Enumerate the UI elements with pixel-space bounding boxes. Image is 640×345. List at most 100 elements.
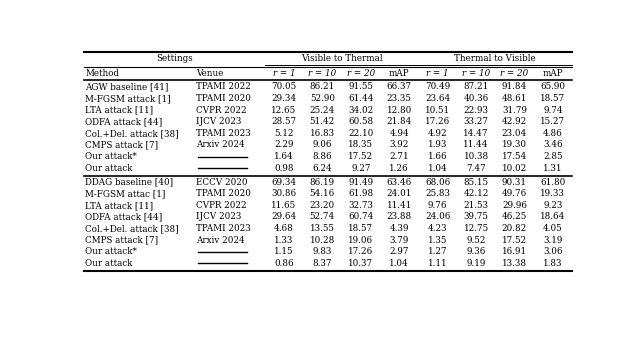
Text: 8.37: 8.37 bbox=[312, 259, 332, 268]
Text: 1.31: 1.31 bbox=[543, 164, 563, 172]
Text: 9.23: 9.23 bbox=[543, 201, 563, 210]
Text: 1.83: 1.83 bbox=[543, 259, 563, 268]
Text: 1.33: 1.33 bbox=[275, 236, 294, 245]
Text: mAP: mAP bbox=[543, 69, 563, 78]
Text: 1.04: 1.04 bbox=[428, 164, 447, 172]
Text: 25.83: 25.83 bbox=[425, 189, 450, 198]
Text: 52.74: 52.74 bbox=[310, 213, 335, 221]
Text: 9.83: 9.83 bbox=[313, 247, 332, 256]
Text: 91.84: 91.84 bbox=[502, 82, 527, 91]
Text: 18.57: 18.57 bbox=[540, 94, 565, 103]
Text: 30.86: 30.86 bbox=[271, 189, 296, 198]
Text: 42.92: 42.92 bbox=[502, 117, 527, 126]
Text: r = 1: r = 1 bbox=[426, 69, 449, 78]
Text: 28.57: 28.57 bbox=[271, 117, 296, 126]
Text: 31.79: 31.79 bbox=[502, 106, 527, 115]
Text: LTA attack [11]: LTA attack [11] bbox=[86, 106, 154, 115]
Text: 13.55: 13.55 bbox=[310, 224, 335, 233]
Text: 10.28: 10.28 bbox=[310, 236, 335, 245]
Text: ODFA attack [44]: ODFA attack [44] bbox=[86, 213, 163, 221]
Text: 8.86: 8.86 bbox=[312, 152, 332, 161]
Text: 17.54: 17.54 bbox=[502, 152, 527, 161]
Text: 19.33: 19.33 bbox=[540, 189, 565, 198]
Text: M-FGSM attack [1]: M-FGSM attack [1] bbox=[86, 94, 171, 103]
Text: r = 20: r = 20 bbox=[347, 69, 375, 78]
Text: 1.11: 1.11 bbox=[428, 259, 447, 268]
Text: 70.05: 70.05 bbox=[271, 82, 296, 91]
Text: 60.58: 60.58 bbox=[348, 117, 373, 126]
Text: 17.26: 17.26 bbox=[348, 247, 373, 256]
Text: 16.91: 16.91 bbox=[502, 247, 527, 256]
Text: 12.65: 12.65 bbox=[271, 106, 296, 115]
Text: TPAMI 2022: TPAMI 2022 bbox=[196, 82, 250, 91]
Text: 17.52: 17.52 bbox=[502, 236, 527, 245]
Text: 7.47: 7.47 bbox=[466, 164, 486, 172]
Text: 2.29: 2.29 bbox=[274, 140, 294, 149]
Text: 18.57: 18.57 bbox=[348, 224, 373, 233]
Text: 4.05: 4.05 bbox=[543, 224, 563, 233]
Text: IJCV 2023: IJCV 2023 bbox=[196, 117, 241, 126]
Text: 90.31: 90.31 bbox=[502, 178, 527, 187]
Text: 9.52: 9.52 bbox=[467, 236, 486, 245]
Text: 33.27: 33.27 bbox=[463, 117, 488, 126]
Text: 2.97: 2.97 bbox=[389, 247, 409, 256]
Text: 1.35: 1.35 bbox=[428, 236, 447, 245]
Text: 66.37: 66.37 bbox=[387, 82, 412, 91]
Text: Thermal to Visible: Thermal to Visible bbox=[454, 55, 536, 63]
Text: 61.44: 61.44 bbox=[348, 94, 374, 103]
Text: IJCV 2023: IJCV 2023 bbox=[196, 213, 241, 221]
Text: 4.39: 4.39 bbox=[389, 224, 409, 233]
Text: 12.75: 12.75 bbox=[463, 224, 488, 233]
Text: 13.38: 13.38 bbox=[502, 259, 527, 268]
Text: Visible to Thermal: Visible to Thermal bbox=[301, 55, 382, 63]
Text: 4.86: 4.86 bbox=[543, 129, 563, 138]
Text: 1.04: 1.04 bbox=[389, 259, 409, 268]
Text: 11.65: 11.65 bbox=[271, 201, 296, 210]
Text: 91.55: 91.55 bbox=[348, 82, 373, 91]
Text: Our attack*: Our attack* bbox=[86, 152, 137, 161]
Text: 87.21: 87.21 bbox=[463, 82, 488, 91]
Text: TPAMI 2023: TPAMI 2023 bbox=[196, 129, 250, 138]
Text: 86.21: 86.21 bbox=[310, 82, 335, 91]
Text: 23.35: 23.35 bbox=[387, 94, 412, 103]
Text: 2.85: 2.85 bbox=[543, 152, 563, 161]
Text: TPAMI 2020: TPAMI 2020 bbox=[196, 189, 250, 198]
Text: LTA attack [11]: LTA attack [11] bbox=[86, 201, 154, 210]
Text: Settings: Settings bbox=[156, 55, 193, 63]
Text: AGW baseline [41]: AGW baseline [41] bbox=[86, 82, 169, 91]
Text: 91.49: 91.49 bbox=[348, 178, 373, 187]
Text: 9.36: 9.36 bbox=[467, 247, 486, 256]
Text: 46.25: 46.25 bbox=[502, 213, 527, 221]
Text: 22.10: 22.10 bbox=[348, 129, 373, 138]
Text: 1.26: 1.26 bbox=[389, 164, 409, 172]
Text: Our attack*: Our attack* bbox=[86, 247, 137, 256]
Text: 68.06: 68.06 bbox=[425, 178, 450, 187]
Text: 3.46: 3.46 bbox=[543, 140, 563, 149]
Text: 10.02: 10.02 bbox=[502, 164, 527, 172]
Text: Our attack: Our attack bbox=[86, 164, 133, 172]
Text: 9.27: 9.27 bbox=[351, 164, 371, 172]
Text: 0.98: 0.98 bbox=[274, 164, 294, 172]
Text: 23.20: 23.20 bbox=[310, 201, 335, 210]
Text: r = 10: r = 10 bbox=[462, 69, 490, 78]
Text: 3.06: 3.06 bbox=[543, 247, 563, 256]
Text: 32.73: 32.73 bbox=[348, 201, 373, 210]
Text: 34.02: 34.02 bbox=[348, 106, 373, 115]
Text: 24.06: 24.06 bbox=[425, 213, 451, 221]
Text: 9.06: 9.06 bbox=[312, 140, 332, 149]
Text: 3.19: 3.19 bbox=[543, 236, 563, 245]
Text: CMPS attack [7]: CMPS attack [7] bbox=[86, 140, 159, 149]
Text: 60.74: 60.74 bbox=[348, 213, 374, 221]
Text: 21.53: 21.53 bbox=[463, 201, 488, 210]
Text: 15.27: 15.27 bbox=[540, 117, 565, 126]
Text: 61.98: 61.98 bbox=[348, 189, 373, 198]
Text: 25.24: 25.24 bbox=[310, 106, 335, 115]
Text: 10.37: 10.37 bbox=[348, 259, 373, 268]
Text: r = 20: r = 20 bbox=[500, 69, 529, 78]
Text: Method: Method bbox=[86, 69, 120, 78]
Text: 24.01: 24.01 bbox=[387, 189, 412, 198]
Text: 69.34: 69.34 bbox=[271, 178, 296, 187]
Text: Venue: Venue bbox=[196, 69, 223, 78]
Text: 23.64: 23.64 bbox=[425, 94, 450, 103]
Text: 9.19: 9.19 bbox=[467, 259, 486, 268]
